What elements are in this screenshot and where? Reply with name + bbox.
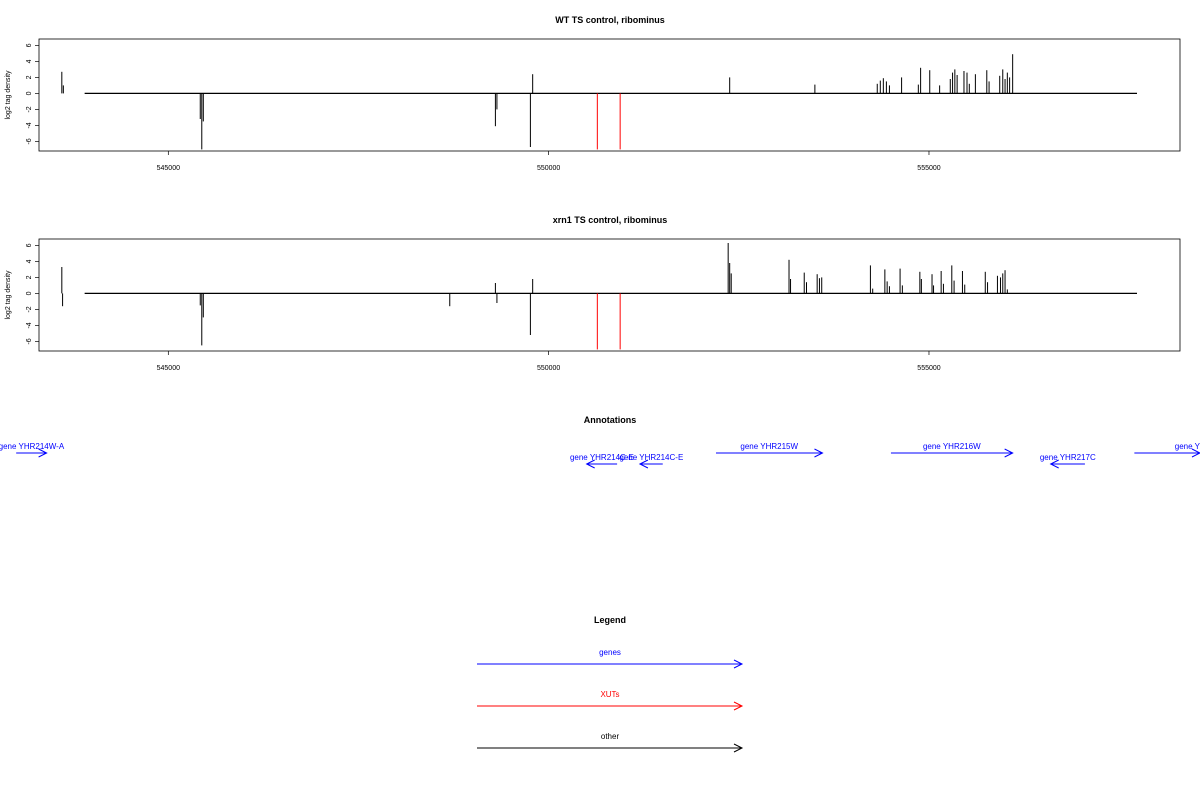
- xrn1-y-tick-label: 0: [26, 291, 33, 295]
- gene-label: gene Y: [1175, 442, 1200, 451]
- gene-arrow: [715, 448, 824, 458]
- legend-arrow-genes: [477, 659, 744, 669]
- xrn1-panel-title: xrn1 TS control, ribominus: [553, 215, 668, 225]
- xrn1-x-tick-label: 545000: [157, 365, 180, 372]
- wt-plot-frame: [38, 38, 1181, 152]
- xrn1-plot-frame: [38, 238, 1181, 352]
- xrn1-y-tick-label: -4: [26, 322, 33, 328]
- legend: Legend genes XUTs other: [477, 615, 744, 753]
- wt-panel-title: WT TS control, ribominus: [555, 15, 665, 25]
- wt-y-tick-label: 0: [26, 91, 33, 95]
- gene-label: gene YHR217C: [1040, 453, 1096, 462]
- wt-x-tick-label: 545000: [157, 165, 180, 172]
- xrn1-x-tick-label: 550000: [537, 365, 560, 372]
- wt-y-tick-label: -2: [26, 106, 33, 112]
- wt-y-axis-label: log2 tag density: [5, 70, 12, 120]
- gene-label: gene YHR214C-E: [619, 453, 683, 462]
- wt-panel: WT TS control, ribominus log2 tag densit…: [5, 15, 1181, 172]
- gene-arrow: [16, 448, 48, 458]
- wt-x-tick-label: 550000: [537, 165, 560, 172]
- xrn1-x-tick-label: 555000: [917, 365, 940, 372]
- legend-label: other: [601, 732, 620, 741]
- xrn1-y-tick-label: -6: [26, 338, 33, 344]
- wt-y-tick-label: -4: [26, 122, 33, 128]
- xrn1-y-tick-label: -2: [26, 306, 33, 312]
- gene-arrow: [585, 459, 618, 469]
- xrn1-y-tick-label: 2: [26, 275, 33, 279]
- gene-label: gene YHR214W-A: [0, 442, 65, 451]
- annotations-title: Annotations: [584, 415, 637, 425]
- gene-arrow: [890, 448, 1014, 458]
- legend-label: genes: [599, 648, 621, 657]
- gene-label: gene YHR216W: [923, 442, 981, 451]
- gene-arrow: [1134, 448, 1200, 458]
- wt-y-tick-label: 2: [26, 75, 33, 79]
- gene-arrow: [1049, 459, 1085, 469]
- xrn1-y-axis-label: log2 tag density: [5, 270, 12, 320]
- xrn1-y-tick-label: 4: [26, 259, 33, 263]
- wt-y-tick-label: 4: [26, 59, 33, 63]
- gene-arrow: [638, 459, 663, 469]
- legend-arrow-xuts: [477, 701, 744, 711]
- wt-x-tick-label: 555000: [917, 165, 940, 172]
- legend-items: genes XUTs other: [477, 648, 744, 753]
- gene-label: gene YHR214C-E: [570, 453, 634, 462]
- legend-title: Legend: [594, 615, 626, 625]
- xrn1-panel: xrn1 TS control, ribominus log2 tag dens…: [5, 215, 1181, 372]
- legend-label: XUTs: [600, 690, 619, 699]
- wt-y-tick-label: 6: [26, 43, 33, 47]
- gene-label: gene YHR215W: [740, 442, 798, 451]
- xrn1-marks: 6 4 2 0 -2 -4 -6 545000 550000 555000: [26, 243, 1137, 372]
- wt-y-tick-label: -6: [26, 138, 33, 144]
- annotations-track: Annotations gene YHR214W-A gene YHR214C-E…: [0, 415, 1200, 469]
- wt-marks: 6 4 2 0 -2 -4 -6 545000 550000 555000: [26, 43, 1137, 172]
- xrn1-y-tick-label: 6: [26, 243, 33, 247]
- legend-arrow-other: [477, 743, 744, 753]
